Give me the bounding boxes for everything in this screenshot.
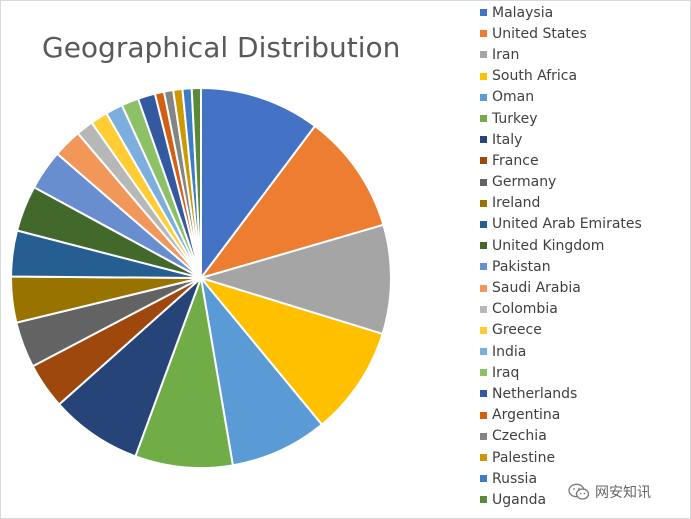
legend-label: South Africa — [492, 68, 578, 85]
legend-item: Palestine — [480, 447, 642, 468]
legend-label: Ireland — [492, 195, 541, 212]
legend-label: Iraq — [492, 364, 520, 381]
legend-swatch — [480, 115, 487, 123]
legend-item: Pakistan — [480, 256, 642, 277]
legend-label: Malaysia — [492, 4, 554, 21]
legend-label: United Kingdom — [492, 237, 605, 254]
legend-swatch — [480, 136, 487, 144]
legend-swatch — [480, 369, 487, 377]
legend-label: Czechia — [492, 428, 547, 445]
legend-label: India — [492, 343, 527, 360]
legend-item: Argentina — [480, 405, 642, 426]
legend-swatch — [480, 72, 487, 80]
legend-item: South Africa — [480, 66, 642, 87]
legend-swatch — [480, 348, 487, 356]
chart-title: Geographical Distribution — [42, 31, 401, 64]
wechat-icon — [568, 483, 590, 500]
legend-item: Czechia — [480, 426, 642, 447]
legend-swatch — [480, 242, 487, 250]
legend-swatch — [480, 9, 487, 17]
legend-swatch — [480, 496, 487, 504]
legend-item: United States — [480, 23, 642, 44]
legend-swatch — [480, 284, 487, 292]
legend-swatch — [480, 432, 487, 440]
legend-swatch — [480, 263, 487, 271]
watermark: 网安知讯 — [568, 482, 651, 502]
pie-slice-south-africa — [200, 277, 384, 426]
legend-label: Argentina — [492, 407, 561, 424]
pie-slice-united-states — [200, 125, 385, 279]
legend-swatch — [480, 157, 487, 165]
legend-item: Colombia — [480, 299, 642, 320]
legend-label: Palestine — [492, 449, 556, 466]
legend-label: Saudi Arabia — [492, 280, 581, 297]
pie-slice-italy — [58, 277, 202, 458]
legend-swatch — [480, 475, 487, 483]
legend-item: France — [480, 150, 642, 171]
legend-swatch — [480, 199, 487, 207]
legend-item: Italy — [480, 129, 642, 150]
legend-swatch — [480, 30, 487, 38]
legend-item: Greece — [480, 320, 642, 341]
legend-swatch — [480, 178, 487, 186]
pie-slice-turkey — [134, 277, 234, 469]
legend-item: Germany — [480, 172, 642, 193]
legend-swatch — [480, 51, 487, 59]
pie-slice-uganda — [190, 87, 202, 279]
pie-slice-malaysia — [200, 87, 317, 279]
legend-swatch — [480, 326, 487, 334]
legend-label: United Arab Emirates — [492, 216, 642, 233]
legend-item: Uganda — [480, 489, 642, 510]
legend-item: India — [480, 341, 642, 362]
legend-label: United States — [492, 25, 587, 42]
legend-swatch — [480, 411, 487, 419]
legend: Malaysia United States Iran South Africa Oma… — [480, 2, 642, 511]
legend-swatch — [480, 93, 487, 101]
legend-item: United Kingdom — [480, 235, 642, 256]
legend-swatch — [480, 390, 487, 398]
legend-item: Iraq — [480, 362, 642, 383]
legend-label: Colombia — [492, 301, 558, 318]
legend-label: Iran — [492, 46, 520, 63]
legend-item: Oman — [480, 87, 642, 108]
legend-label: Oman — [492, 89, 535, 106]
legend-label: Germany — [492, 174, 557, 191]
legend-label: Netherlands — [492, 385, 578, 402]
legend-swatch — [480, 220, 487, 228]
legend-swatch — [480, 305, 487, 313]
legend-label: Greece — [492, 322, 542, 339]
legend-label: Pakistan — [492, 258, 551, 275]
legend-label: France — [492, 152, 539, 169]
legend-item: Saudi Arabia — [480, 277, 642, 298]
legend-item: Ireland — [480, 193, 642, 214]
legend-swatch — [480, 454, 487, 462]
legend-item: Netherlands — [480, 383, 642, 404]
legend-item: Iran — [480, 44, 642, 65]
legend-item: United Arab Emirates — [480, 214, 642, 235]
legend-label: Italy — [492, 131, 523, 148]
legend-label: Turkey — [492, 110, 538, 127]
legend-label: Uganda — [492, 491, 547, 508]
legend-item: Malaysia — [480, 2, 642, 23]
pie-slice-iran — [200, 223, 392, 335]
pie-slice-oman — [200, 277, 323, 467]
legend-item: Turkey — [480, 108, 642, 129]
legend-item: Russia — [480, 468, 642, 489]
legend-label: Russia — [492, 470, 538, 487]
watermark-text: 网安知讯 — [595, 485, 651, 501]
